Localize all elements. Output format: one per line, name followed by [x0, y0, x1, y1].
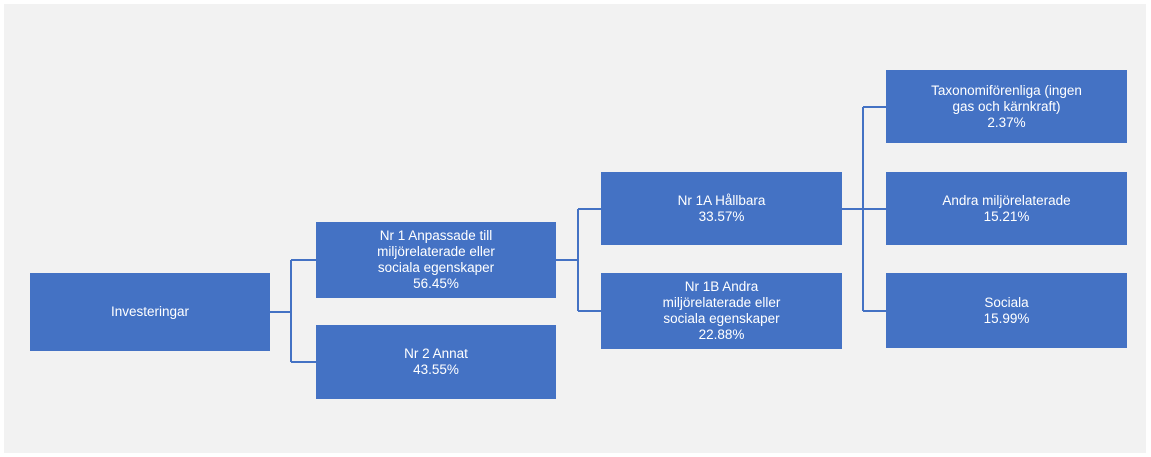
node-investeringar: Investeringar: [30, 273, 270, 351]
node-nr2-line-1: Nr 2 Annat: [404, 346, 468, 361]
node-nr1-line-1: Nr 1 Anpassade till: [379, 228, 493, 243]
node-nr2-line-2: 43.55%: [413, 362, 459, 377]
node-sociala-line-2: 15.99%: [983, 310, 1030, 326]
node-andra-miljorelaterade: Andra miljörelaterade 15.21%: [886, 172, 1127, 245]
node-nr2-annat: Nr 2 Annat 43.55%: [316, 325, 556, 399]
node-taxonomi-line-3: 2.37%: [987, 114, 1026, 130]
node-andra-line-1: Andra miljörelaterade: [942, 192, 1071, 208]
node-nr1a-hallbara: Nr 1A Hållbara 33.57%: [601, 172, 842, 245]
node-nr1-line-3: sociala egenskaper: [377, 260, 495, 275]
node-nr1a-line-2: 33.57%: [698, 208, 745, 224]
node-taxonomi-line-2: gas och kärnkraft): [952, 98, 1061, 114]
node-nr1b-line-2: miljörelaterade eller: [662, 295, 781, 310]
node-nr1a-line-1: Nr 1A Hållbara: [677, 192, 766, 208]
node-investeringar-label: Investeringar: [110, 304, 190, 319]
node-nr1b-andra: Nr 1B Andra miljörelaterade eller social…: [601, 273, 842, 349]
node-nr1-line-2: miljörelaterade eller: [377, 244, 495, 259]
node-nr1b-line-4: 22.88%: [698, 327, 745, 342]
node-nr1-line-4: 56.45%: [413, 276, 459, 291]
node-nr1b-line-1: Nr 1B Andra: [684, 279, 759, 294]
node-taxonomi-line-1: Taxonomiförenliga (ingen: [931, 82, 1082, 98]
node-sociala-line-1: Sociala: [984, 294, 1029, 310]
node-nr1-anpassade: Nr 1 Anpassade till miljörelaterade elle…: [316, 222, 556, 298]
node-nr1b-line-3: sociala egenskaper: [663, 311, 780, 326]
node-andra-line-2: 15.21%: [983, 208, 1030, 224]
node-taxonomiforenliga: Taxonomiförenliga (ingen gas och kärnkra…: [886, 70, 1127, 143]
node-sociala: Sociala 15.99%: [886, 273, 1127, 348]
